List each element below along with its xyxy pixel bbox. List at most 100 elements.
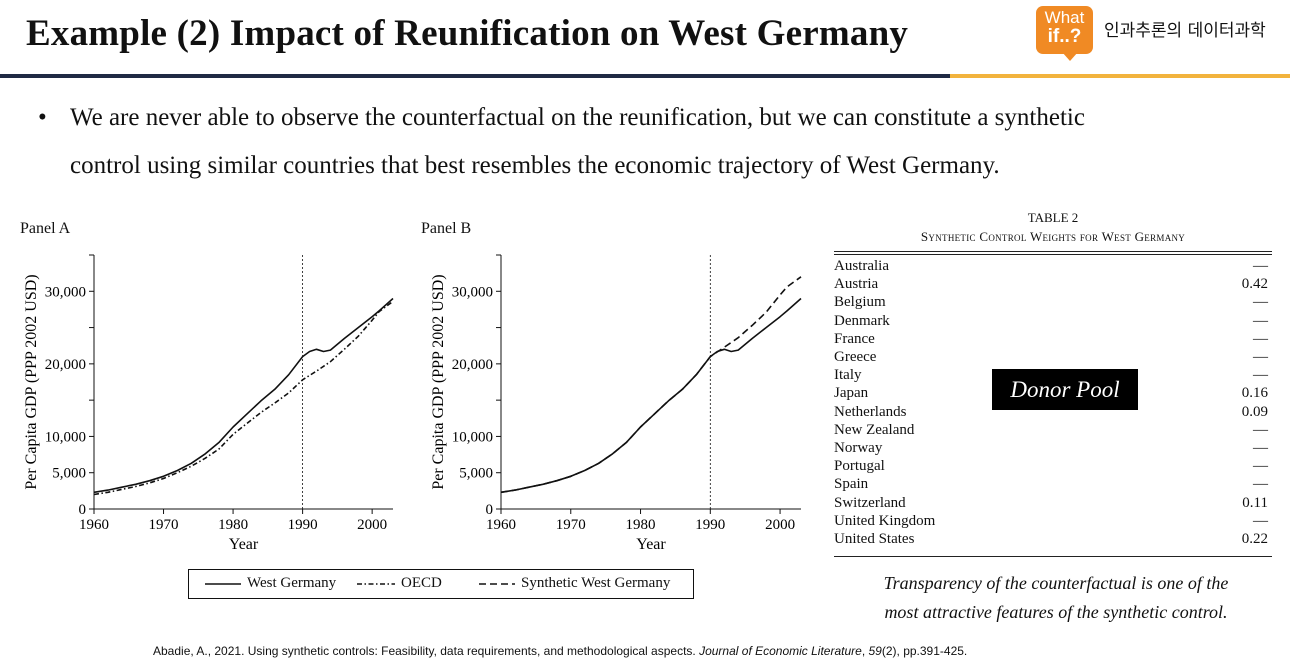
x-axis-label: Year [229,536,259,553]
table-row: Japan 0.16 [834,385,1268,403]
table-row: Switzerland 0.11 [834,495,1268,513]
y-tick-label: 10,000 [452,429,493,445]
series-line-synthetic-west-germany [500,276,802,494]
note-line1: Transparency of the counterfactual is on… [883,573,1229,593]
x-axis-label: Year [636,536,666,553]
table-row: France — [834,331,1268,349]
slide-title: Example (2) Impact of Reunification on W… [26,13,909,54]
x-tick-label: 1970 [556,517,586,533]
y-axis-label: Per Capita GDP (PPP 2002 USD) [23,274,40,489]
table-country: Spain [834,476,869,493]
x-tick-label: 1990 [288,517,318,533]
chart-legend: West Germany OECD Synthetic West Germany [188,569,694,599]
table-weight: 0.42 [1241,276,1268,293]
table-country: Greece [834,349,877,365]
table-weight: — [1253,330,1268,347]
bullet-text-line2: control using similar countries that bes… [70,152,1000,179]
y-tick-label: 5,000 [459,466,493,482]
x-tick-label: 1980 [626,517,656,533]
table-row: Austria 0.42 [834,276,1268,294]
table-top-rule [834,251,1272,252]
table-country: Italy [834,367,862,384]
panel-a-label: Panel A [20,220,71,237]
table-weight: — [1253,312,1268,329]
table-country: Belgium [834,294,886,311]
table-country: Switzerland [834,494,906,511]
table-weight: — [1253,258,1268,274]
x-tick-label: 1970 [149,517,179,533]
panel-b-label: Panel B [421,220,472,237]
table-row: Netherlands 0.09 [834,404,1268,422]
table-title: TABLE 2 [1027,210,1079,225]
panel-a-chart: 0 5,000 10,000 20,000 30,000 1960 1970 1980 1990… [23,254,394,553]
logo-speech-tail [1062,52,1078,61]
citation: Abadie, A., 2021. Using synthetic contro… [153,644,967,658]
y-tick-label: 10,000 [45,429,86,445]
x-tick-label: 1990 [695,517,725,533]
y-tick-label: 0 [486,502,494,518]
y-tick-label: 30,000 [45,284,86,300]
table-top-rule-2 [834,254,1272,255]
note-line2: most attractive features of the syntheti… [884,602,1228,622]
table-bottom-rule [834,556,1272,557]
table-row: Italy — [834,367,1268,385]
table-weight: — [1253,294,1268,311]
table-weight: 0.11 [1242,494,1268,511]
table-country: Netherlands [834,403,907,420]
x-tick-label: 1960 [486,517,516,533]
bullet-marker: • [38,104,47,131]
table-country: Norway [834,440,883,456]
table-country: New Zealand [834,421,915,438]
series-line-oecd [93,300,394,496]
y-tick-label: 0 [79,502,87,518]
table-weight: — [1253,440,1268,456]
table-subtitle: Synthetic Control Weights for West Germa… [920,229,1186,244]
table-row: Denmark — [834,313,1268,331]
legend-label-west-germany: West Germany [247,575,337,591]
y-tick-label: 5,000 [52,466,86,482]
table-country: United Kingdom [834,512,936,529]
citation-sep: , [861,644,869,658]
x-tick-label: 1960 [79,517,109,533]
brand-text: 인과추론의 데이터과학 [1104,21,1266,41]
table-row: Norway — [834,440,1268,458]
table-weight: — [1253,512,1268,529]
table-weight: — [1253,421,1268,438]
title-rule [0,74,950,78]
x-tick-label: 2000 [357,517,387,533]
citation-text: Abadie, A., 2021. Using synthetic contro… [153,644,700,658]
y-tick-label: 30,000 [452,284,493,300]
citation-volume: 59 [868,644,882,658]
table-row: United States 0.22 [834,531,1268,549]
table-weight: — [1253,458,1268,475]
panel-b-chart: 0 5,000 10,000 20,000 30,000 1960 1970 1980 1990… [430,254,802,553]
table-country: Australia [834,258,889,274]
y-tick-label: 20,000 [45,357,86,373]
table-weight: 0.16 [1241,385,1268,402]
what-if-logo: What if..? [1036,6,1093,54]
logo-line1: What [1044,8,1085,27]
legend-label-oecd: OECD [401,575,442,591]
table-row: Greece — [834,349,1268,367]
x-tick-label: 1980 [218,517,248,533]
table-row: Australia — [834,258,1268,276]
table-weight: — [1253,476,1268,493]
y-tick-label: 20,000 [452,357,493,373]
table-country: Denmark [834,312,890,329]
table-row: Belgium — [834,294,1268,312]
table-weight: — [1253,349,1268,365]
accent-rule [950,74,1290,78]
table-row: United Kingdom — [834,513,1268,531]
table-country: France [834,330,875,347]
series-line-west-germany [500,297,802,494]
table-country: Japan [834,385,869,402]
table-weight: — [1253,367,1268,384]
bullet-text-line1: We are never able to observe the counter… [70,104,1085,131]
donor-pool-label: Donor Pool [992,369,1138,410]
logo-line2: if..? [1047,26,1082,47]
table-row: Portugal — [834,458,1268,476]
table-weight: 0.22 [1241,531,1268,547]
y-axis-label: Per Capita GDP (PPP 2002 USD) [430,274,447,489]
x-tick-label: 2000 [765,517,795,533]
table-weight: 0.09 [1241,403,1268,420]
